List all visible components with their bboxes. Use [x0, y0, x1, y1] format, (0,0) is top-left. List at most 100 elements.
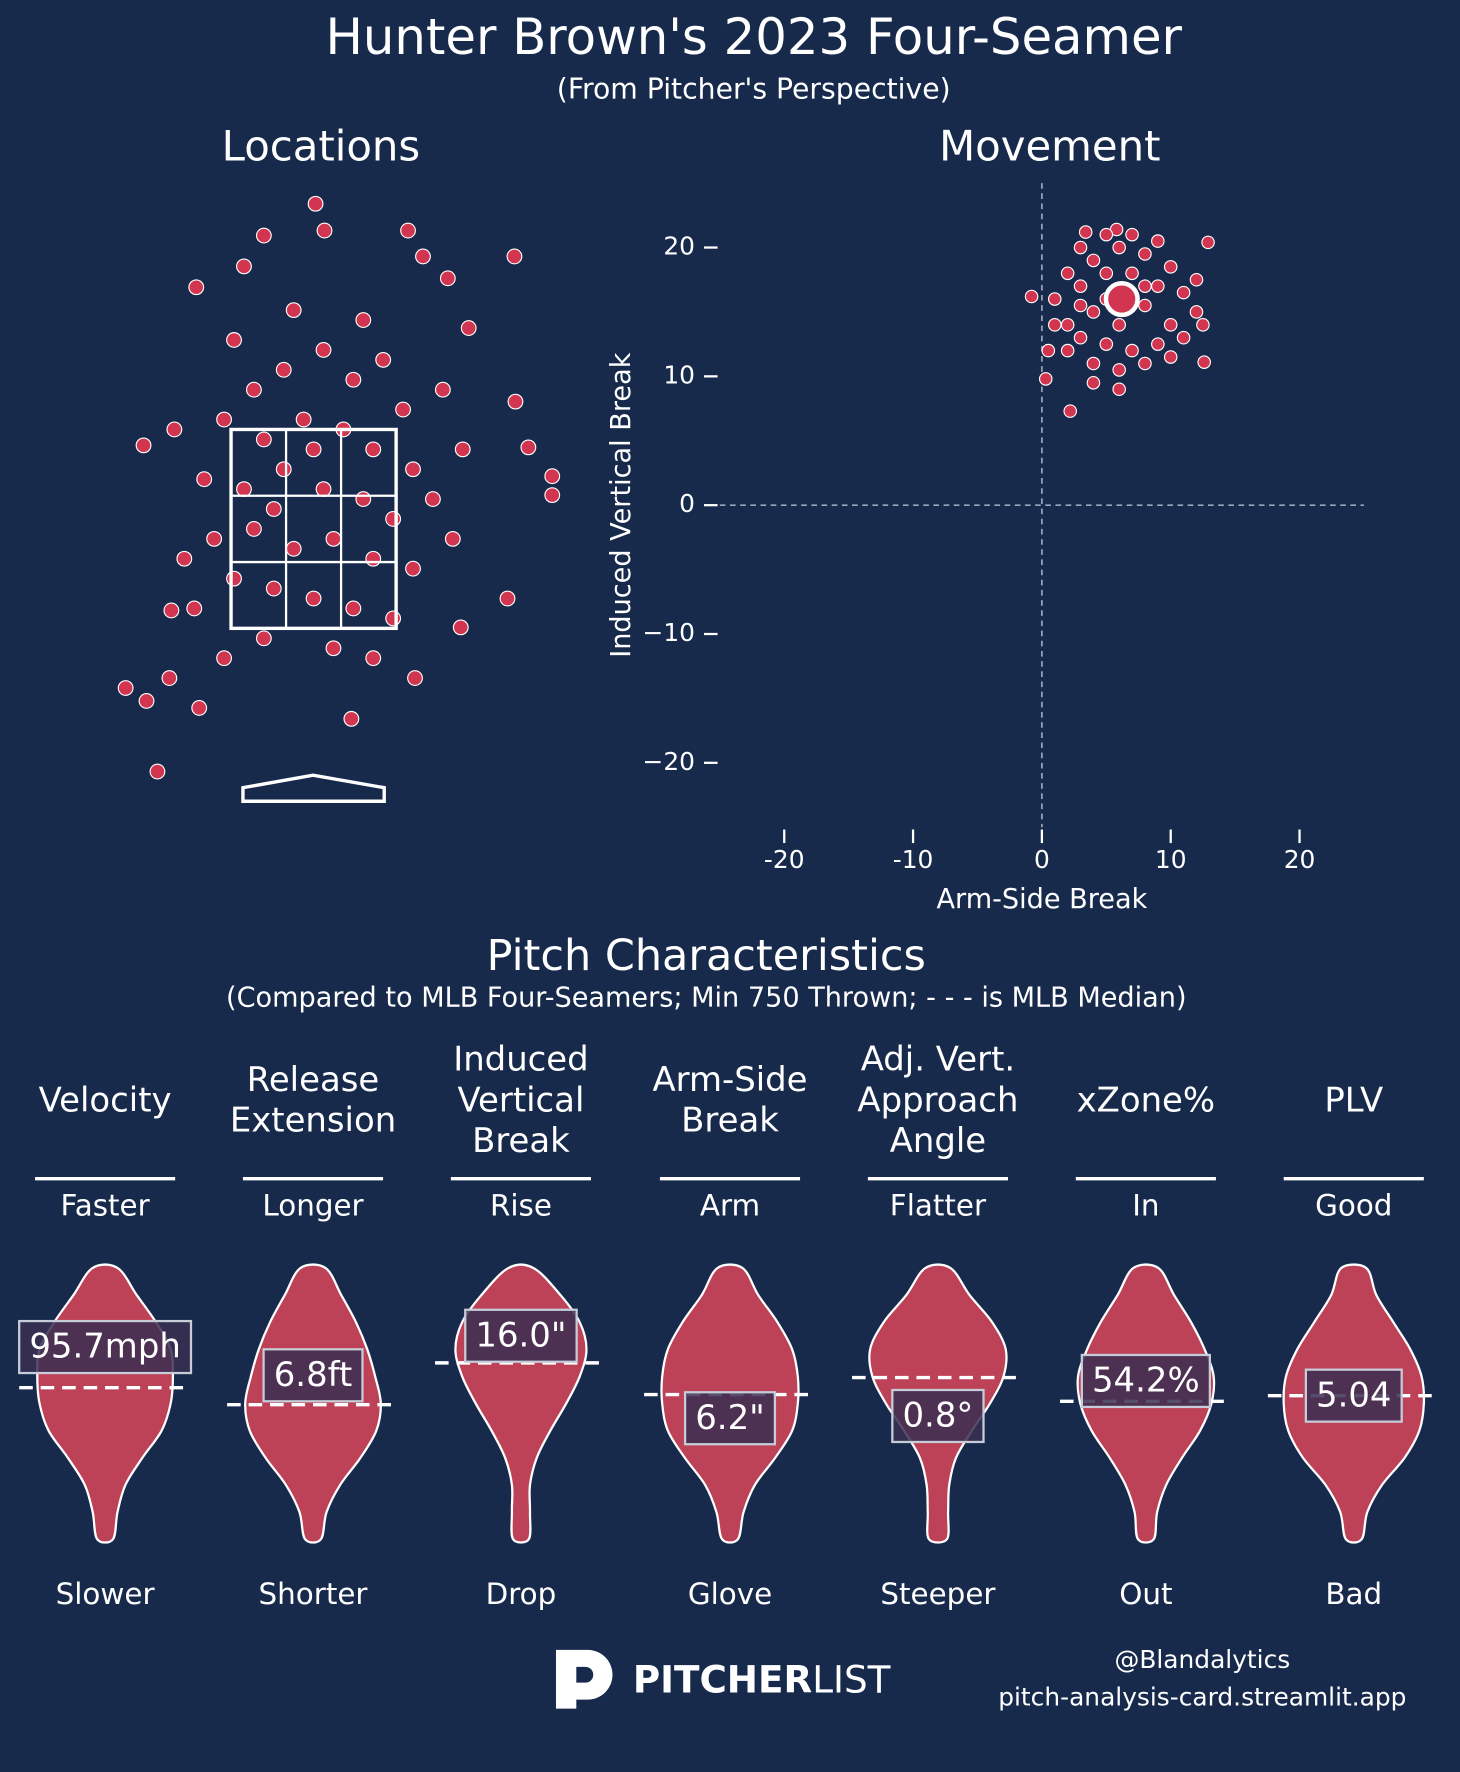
pitch-location	[355, 491, 372, 507]
pitch-location	[345, 371, 362, 388]
pitch-movement	[1138, 247, 1152, 261]
pitch-location	[452, 619, 469, 636]
subtitle: (From Pitcher's Perspective)	[557, 72, 951, 105]
pitch-movement	[1073, 330, 1088, 345]
pitch-movement	[1201, 235, 1215, 250]
pitch-location	[163, 602, 180, 619]
value-box-frame	[18, 1319, 193, 1375]
metric-name: Break	[472, 1121, 570, 1160]
metric-name: Arm-Side	[652, 1060, 807, 1099]
metric-name: Approach	[857, 1080, 1018, 1119]
pitch-movement	[1086, 356, 1101, 371]
pitch-location	[355, 312, 372, 328]
metric-name: xZone%	[1077, 1080, 1216, 1119]
movement-title: Movement	[939, 122, 1160, 171]
value-label: 6.8ft	[274, 1355, 353, 1394]
metric-name: Release	[247, 1060, 379, 1099]
pitch-location	[285, 302, 302, 319]
value-box-frame	[262, 1348, 364, 1403]
value-label: 54.2%	[1092, 1361, 1200, 1400]
pitch-location	[544, 487, 561, 504]
pitch-location	[206, 530, 223, 547]
brand-bold: PITCHER	[633, 1657, 812, 1701]
pitch-movement	[1138, 356, 1152, 371]
pitch-location	[415, 248, 431, 265]
pitch-location	[305, 590, 322, 607]
pitch-location	[135, 437, 152, 454]
high-label: In	[1132, 1188, 1159, 1222]
pitch-location	[265, 501, 282, 517]
metric-name: Break	[681, 1101, 779, 1140]
low-label: Glove	[688, 1577, 772, 1611]
pitch-location	[255, 431, 272, 448]
brand-light: LIST	[812, 1657, 890, 1701]
pitch-location	[395, 401, 411, 418]
logo-mark	[555, 1649, 613, 1709]
metric-name: Velocity	[39, 1080, 172, 1119]
pitch-movement	[1125, 266, 1139, 281]
pitch-location	[176, 550, 193, 567]
x-tick-label: 10	[1155, 845, 1187, 874]
value-box-frame	[1304, 1368, 1403, 1423]
pitch-movement	[1073, 240, 1088, 255]
pitch-location	[226, 332, 242, 348]
pitch-location	[365, 441, 382, 458]
pitch-location	[325, 640, 342, 657]
pitch-movement	[1112, 240, 1126, 255]
brand: PITCHERLIST	[633, 1657, 891, 1701]
pitch-location	[544, 468, 561, 485]
metric-name: PLV	[1324, 1080, 1383, 1119]
pitch-movement	[1086, 253, 1101, 268]
pitch-location	[149, 763, 166, 780]
pitch-location	[425, 491, 441, 507]
pitch-location	[186, 600, 203, 617]
low-label: Steeper	[880, 1577, 996, 1611]
pitch-location	[138, 693, 155, 709]
value-box-frame	[683, 1391, 777, 1446]
handle: @Blandalytics	[1114, 1645, 1290, 1674]
pitch-location	[365, 650, 382, 667]
pitch-location	[343, 710, 360, 727]
pitch-movement	[1189, 272, 1204, 287]
pitch-movement	[1024, 289, 1039, 304]
pitch-location	[325, 530, 342, 547]
locations-title: Locations	[222, 122, 421, 171]
y-tick-label: 0	[679, 489, 695, 518]
pitch-location	[507, 393, 524, 410]
high-label: Flatter	[890, 1188, 987, 1222]
value-label: 95.7mph	[29, 1327, 180, 1366]
pitch-location	[400, 222, 416, 239]
pitch-location	[375, 351, 392, 368]
title: Hunter Brown's 2023 Four-Seamer	[325, 8, 1182, 66]
y-tick-label: 10	[663, 360, 695, 389]
low-label: Bad	[1325, 1577, 1382, 1611]
x-tick-label: 0	[1034, 845, 1050, 874]
value-label: 0.8°	[903, 1396, 974, 1435]
pitch-location	[405, 560, 421, 577]
pitch-movement	[1151, 279, 1165, 293]
low-label: Shorter	[259, 1577, 369, 1611]
pitch-movement	[1086, 376, 1101, 390]
pitch-movement	[1060, 266, 1075, 281]
value-box: 6.2"	[683, 1391, 777, 1446]
metric-name: Extension	[230, 1101, 396, 1140]
pitch-movement	[1041, 343, 1056, 358]
pitch-movement	[1176, 330, 1191, 345]
pitch-location	[216, 411, 232, 428]
metric-name: Induced	[453, 1040, 588, 1079]
pitch-movement	[1099, 337, 1114, 351]
value-box: 54.2%	[1080, 1353, 1211, 1409]
pitch-location	[236, 481, 252, 498]
value-box: 95.7mph	[18, 1319, 193, 1375]
pitch-location	[405, 461, 421, 478]
value-label: 6.2"	[695, 1398, 765, 1437]
pitch-location	[295, 411, 312, 428]
pitch-movement	[1163, 260, 1178, 274]
pitch-location	[499, 590, 516, 607]
pitch-location	[255, 227, 272, 244]
x-tick-label: 20	[1284, 845, 1316, 874]
pitch-location	[385, 511, 402, 527]
pitch-location	[196, 471, 213, 488]
value-box-frame	[464, 1308, 578, 1363]
pitch-location	[246, 520, 262, 537]
